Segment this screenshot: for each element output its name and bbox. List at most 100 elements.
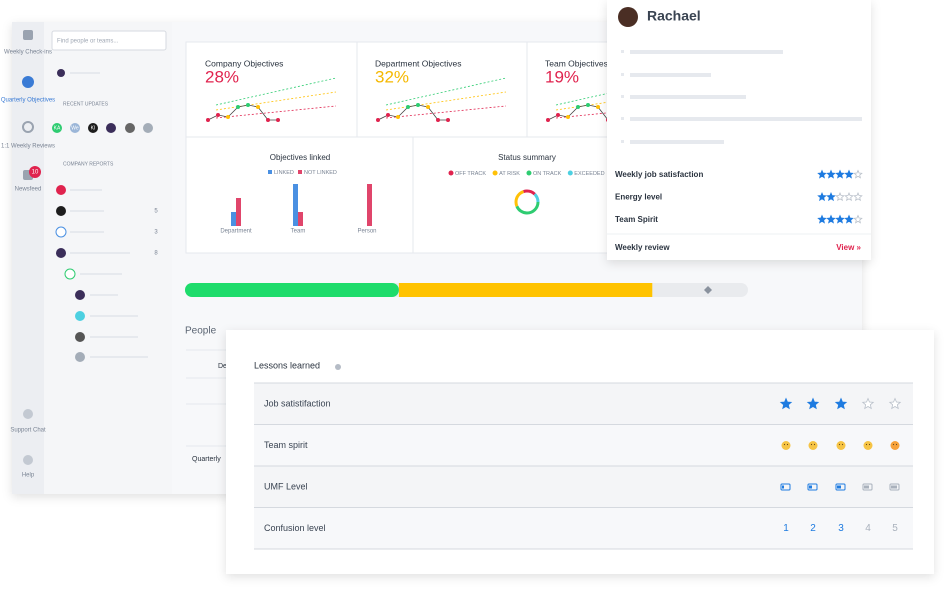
review-label: Weekly review xyxy=(615,243,670,252)
skeleton xyxy=(621,95,624,98)
avatar xyxy=(75,332,85,342)
avatar xyxy=(88,123,98,133)
spark-dot xyxy=(386,113,390,117)
skeleton xyxy=(630,117,862,121)
card-title: Company Objectives xyxy=(205,58,283,68)
review-link[interactable]: View » xyxy=(836,243,861,252)
battery xyxy=(780,483,791,491)
star xyxy=(835,191,845,202)
avatar xyxy=(75,352,85,362)
x-tick-label: Department xyxy=(220,229,252,235)
star xyxy=(834,397,848,410)
chart-title: Status summary xyxy=(498,153,556,162)
star xyxy=(806,397,820,410)
search-box[interactable] xyxy=(51,30,167,51)
icon xyxy=(23,409,33,419)
battery xyxy=(889,483,900,491)
avatar xyxy=(125,123,135,133)
scale-option[interactable]: 4 xyxy=(865,523,871,534)
left-panel xyxy=(44,22,172,494)
emoji-eye xyxy=(868,443,871,446)
emoji-eye xyxy=(810,443,813,446)
skeleton xyxy=(630,73,711,77)
nav-item[interactable]: Newsfeed xyxy=(15,187,42,193)
icon xyxy=(22,121,34,133)
spark-dot xyxy=(226,115,230,119)
report-count: 3 xyxy=(154,230,158,236)
star xyxy=(817,191,827,202)
scale-option[interactable]: 1 xyxy=(783,523,789,534)
battery-fill xyxy=(864,485,869,489)
card-value: 19% xyxy=(545,67,579,86)
icon xyxy=(23,30,33,40)
marker xyxy=(704,286,712,294)
legend-label: LINKED xyxy=(274,170,294,176)
legend-dot xyxy=(492,170,498,176)
row xyxy=(254,424,913,466)
star xyxy=(844,169,854,179)
skeleton xyxy=(630,140,724,144)
bar xyxy=(293,184,298,226)
nav-item[interactable]: 1:1 Weekly Reviews xyxy=(1,144,55,150)
section-title: COMPANY REPORTS xyxy=(63,161,114,167)
skeleton xyxy=(70,210,104,212)
skeleton xyxy=(70,252,130,254)
avatar xyxy=(56,248,66,258)
legend-label: ON TRACK xyxy=(533,171,562,177)
scale-option[interactable]: 2 xyxy=(810,523,816,534)
scale-option[interactable]: 5 xyxy=(892,523,898,534)
spark-dot xyxy=(376,118,380,122)
scale-option[interactable]: 3 xyxy=(838,523,844,534)
metric-label: Weekly job satisfaction xyxy=(615,170,703,179)
emoji-eye xyxy=(786,443,789,446)
row-label: UMF Level xyxy=(264,481,308,491)
spark-dot xyxy=(216,113,220,117)
search-placeholder: Find people or teams... xyxy=(57,39,119,45)
skeleton xyxy=(90,294,118,296)
skeleton xyxy=(90,356,148,358)
lessons-title: Lessons learned xyxy=(254,360,320,370)
spark-dot xyxy=(266,118,270,122)
icon xyxy=(22,76,34,88)
sparkline xyxy=(215,77,337,106)
metric-label: Energy level xyxy=(615,193,662,202)
spark-dot xyxy=(576,105,580,109)
nav-item[interactable]: Weekly Check-ins xyxy=(4,50,52,56)
info-dot xyxy=(335,364,341,370)
skeleton xyxy=(621,117,624,120)
spark-dot xyxy=(406,105,410,109)
legend-dot xyxy=(567,170,573,176)
spark-dot xyxy=(256,105,260,109)
star xyxy=(817,214,827,224)
star xyxy=(853,214,863,224)
nav-item[interactable]: Quarterly Objectives xyxy=(1,98,55,104)
nav-item[interactable]: Support Chat xyxy=(10,428,46,434)
skeleton xyxy=(621,140,624,143)
row-label: Team spirit xyxy=(264,440,308,450)
spark-dot xyxy=(566,115,570,119)
sparkline xyxy=(385,105,507,119)
skeleton xyxy=(70,231,104,233)
metric-label: Team Spirit xyxy=(615,215,658,224)
nav-item[interactable]: Help xyxy=(22,473,35,479)
star xyxy=(853,169,863,179)
spark-dot xyxy=(246,103,250,107)
emoji-eye xyxy=(892,443,895,446)
avatar xyxy=(75,311,85,321)
battery-fill xyxy=(837,485,841,489)
star xyxy=(844,191,854,202)
bar xyxy=(367,184,372,226)
battery xyxy=(835,483,846,491)
spark-dot xyxy=(596,105,600,109)
bar xyxy=(298,212,303,226)
emoji-eye xyxy=(841,443,844,446)
skeleton xyxy=(630,95,746,99)
row-label: Job satistifaction xyxy=(264,398,331,408)
row xyxy=(254,466,913,508)
battery-fill xyxy=(891,485,897,489)
avatar-initials: We xyxy=(71,125,79,131)
sparkline xyxy=(385,77,507,106)
star xyxy=(817,169,827,179)
skeleton xyxy=(70,189,102,191)
